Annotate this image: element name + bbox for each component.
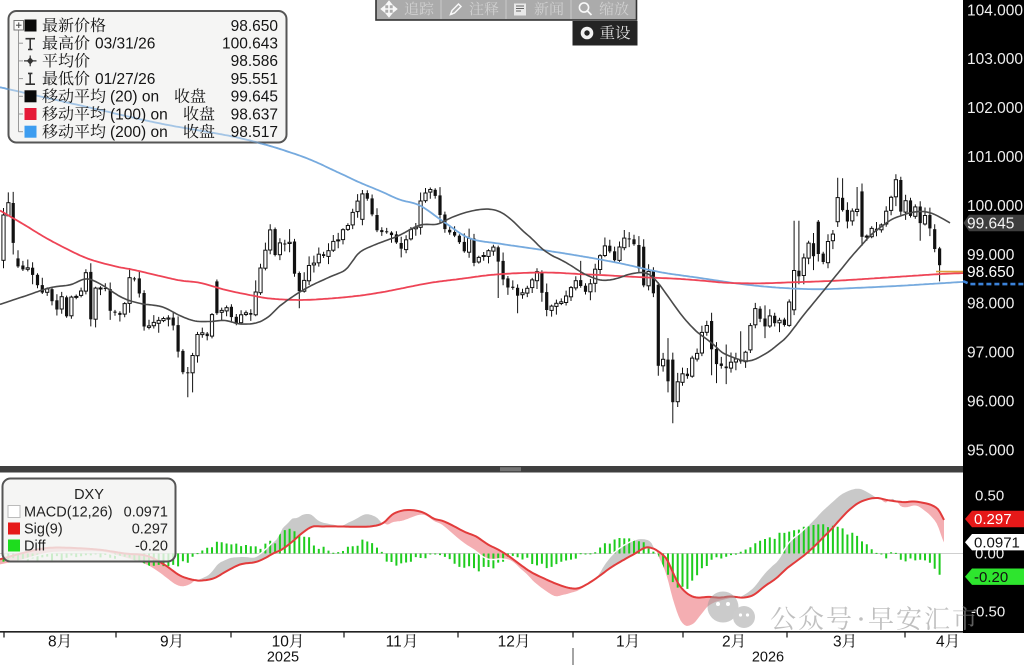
svg-text:4: 4 (936, 634, 945, 651)
svg-text:98.650: 98.650 (231, 18, 279, 35)
svg-text:103.000: 103.000 (967, 51, 1023, 68)
svg-text:98.517: 98.517 (231, 124, 278, 141)
svg-text:2026: 2026 (752, 650, 784, 665)
svg-text:1: 1 (616, 634, 625, 651)
svg-text:DXY: DXY (74, 487, 104, 503)
svg-text:96.000: 96.000 (967, 394, 1015, 411)
svg-text:98.000: 98.000 (967, 296, 1015, 313)
svg-text:2: 2 (722, 634, 731, 651)
svg-text:3: 3 (833, 634, 842, 651)
svg-text:Diff: Diff (24, 539, 46, 555)
svg-text:0.0971: 0.0971 (974, 534, 1020, 551)
svg-text:99.645: 99.645 (231, 89, 278, 106)
svg-text:0.297: 0.297 (974, 511, 1012, 528)
svg-text:(200) on: (200) on (110, 124, 168, 141)
svg-text:-0.50: -0.50 (971, 604, 1005, 621)
svg-text:-0.20: -0.20 (974, 569, 1008, 586)
svg-text:03/31/26: 03/31/26 (95, 36, 155, 53)
svg-text:98.637: 98.637 (231, 106, 278, 123)
svg-text:95.000: 95.000 (967, 442, 1015, 459)
svg-text:97.000: 97.000 (967, 345, 1015, 362)
svg-text:98.650: 98.650 (967, 264, 1015, 281)
svg-text:10: 10 (272, 634, 290, 651)
svg-text:104.000: 104.000 (967, 2, 1023, 19)
svg-text:9: 9 (160, 634, 169, 651)
svg-text:0.297: 0.297 (132, 522, 168, 538)
svg-text:101.000: 101.000 (967, 149, 1023, 166)
svg-text:0.0971: 0.0971 (124, 505, 168, 521)
svg-text:99.645: 99.645 (967, 215, 1014, 232)
svg-text:8: 8 (48, 634, 57, 651)
svg-text:102.000: 102.000 (967, 100, 1023, 117)
svg-text:100.643: 100.643 (222, 36, 278, 53)
svg-text:100.000: 100.000 (967, 198, 1023, 215)
svg-text:(20) on: (20) on (110, 89, 159, 106)
svg-text:MACD(12,26): MACD(12,26) (24, 505, 113, 521)
svg-text:99.000: 99.000 (967, 247, 1015, 264)
svg-text:01/27/26: 01/27/26 (95, 71, 155, 88)
svg-text:2025: 2025 (267, 650, 299, 665)
svg-text:Sig(9): Sig(9) (24, 522, 63, 538)
svg-text:-0.20: -0.20 (135, 539, 168, 555)
svg-text:98.586: 98.586 (231, 53, 278, 70)
svg-text:0.50: 0.50 (975, 488, 1004, 505)
svg-text:11: 11 (386, 634, 402, 651)
svg-text:12: 12 (498, 634, 515, 651)
svg-text:(100) on: (100) on (110, 106, 168, 123)
svg-text:95.551: 95.551 (231, 71, 278, 88)
